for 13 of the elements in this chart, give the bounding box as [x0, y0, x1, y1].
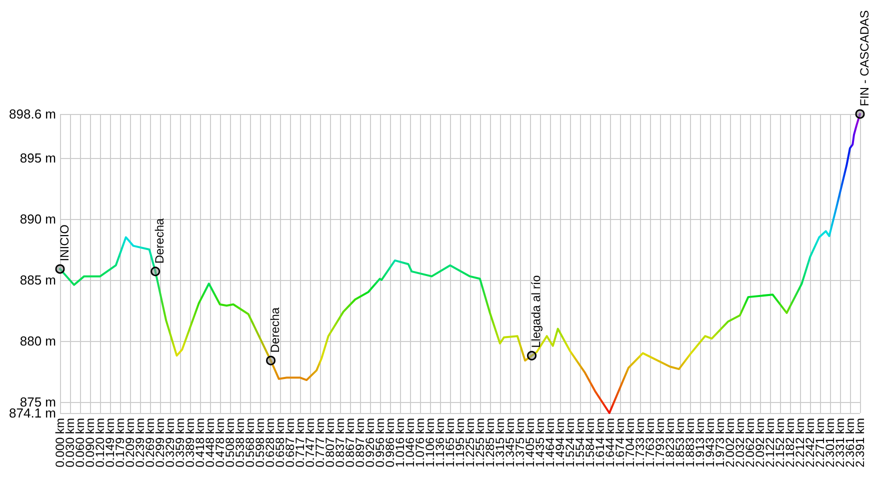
annotation: Llegada al río [529, 274, 544, 348]
x-tick-label: 0.000 km [53, 418, 67, 468]
x-tick-label: 1.584 km [582, 418, 597, 468]
annotation: INICIO [57, 224, 72, 262]
y-tick-label: 880 m [20, 333, 56, 348]
annotation: Derecha [152, 218, 167, 264]
annotation: Derecha [268, 307, 282, 353]
y-tick-label: 895 m [20, 150, 56, 166]
x-tick-label: 0.687 km [282, 418, 297, 468]
y-tick-label: 890 m [20, 211, 56, 226]
annotation: FIN - CASCADAS [857, 10, 872, 106]
y-tick-label: 885 m [20, 272, 56, 288]
y-tick-label: 898.6 m [9, 106, 56, 122]
